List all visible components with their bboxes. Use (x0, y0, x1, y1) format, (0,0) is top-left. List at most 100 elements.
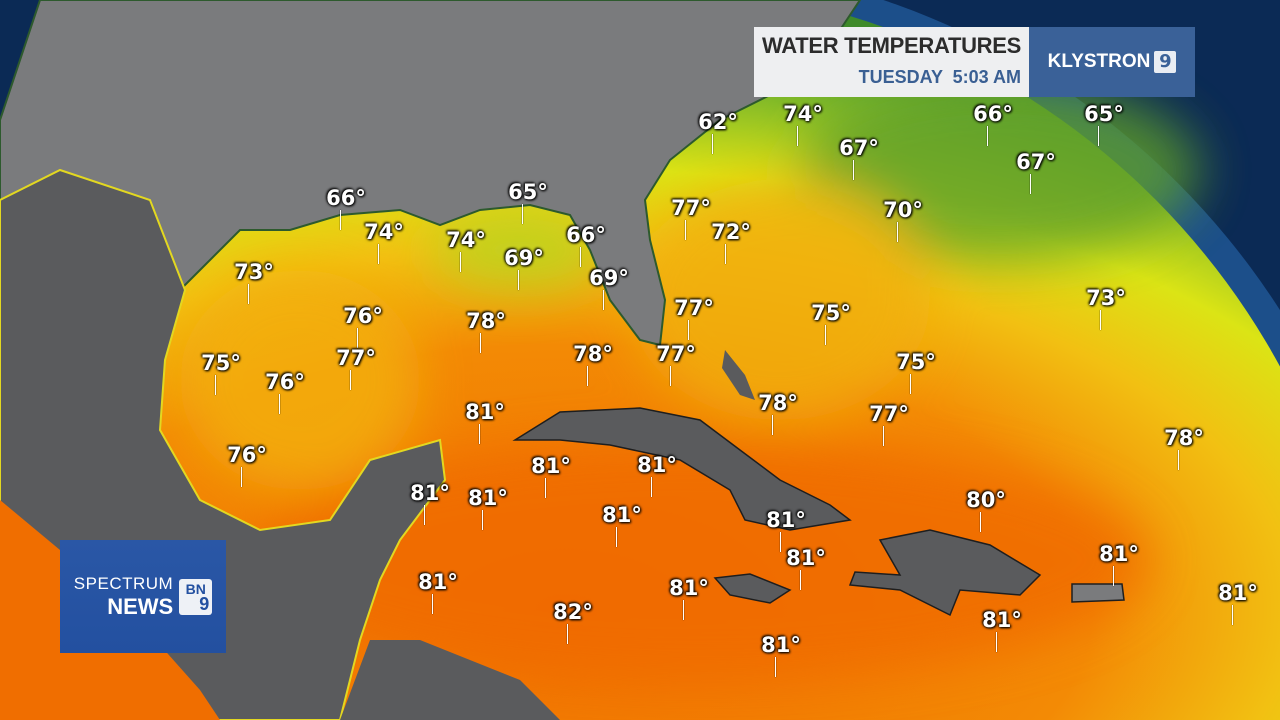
temperature-label: 74° (783, 102, 823, 126)
temperature-pin (522, 204, 523, 224)
temperature-pin (800, 570, 801, 590)
temperature-pin (685, 220, 686, 240)
temperature-pin (670, 366, 671, 386)
temperature-label: 67° (1016, 150, 1056, 174)
temperature-label: 75° (896, 350, 936, 374)
temperature-label: 72° (711, 220, 751, 244)
temperature-label: 74° (364, 220, 404, 244)
temperature-pin (279, 394, 280, 414)
klystron-logo: KLYSTRON 9 (1029, 27, 1196, 97)
temperature-label: 81° (766, 508, 806, 532)
temperature-pin (1098, 126, 1099, 146)
temperature-pin (479, 424, 480, 444)
temperature-pin (567, 624, 568, 644)
temperature-label: 81° (531, 454, 571, 478)
temperature-label: 81° (465, 400, 505, 424)
temperature-pin (825, 325, 826, 345)
temperature-label: 77° (674, 296, 714, 320)
temperature-label: 66° (566, 223, 606, 247)
temperature-pin (1030, 174, 1031, 194)
map-title: WATER TEMPERATURES (762, 33, 1022, 58)
temperature-label: 76° (265, 370, 305, 394)
temperature-label: 77° (671, 196, 711, 220)
temperature-pin (248, 284, 249, 304)
temperature-pin (910, 374, 911, 394)
temperature-pin (980, 512, 981, 532)
temperature-pin (580, 247, 581, 267)
temperature-label: 81° (1218, 581, 1258, 605)
temperature-pin (780, 532, 781, 552)
temperature-label: 81° (410, 481, 450, 505)
temperature-label: 76° (227, 443, 267, 467)
temperature-pin (241, 467, 242, 487)
title-banner: WATER TEMPERATURES TUESDAY 5:03 AM KLYST… (754, 27, 1196, 97)
temperature-label: 74° (446, 228, 486, 252)
temperature-label: 81° (786, 546, 826, 570)
temperature-pin (340, 210, 341, 230)
temperature-label: 77° (869, 402, 909, 426)
temperature-label: 77° (656, 342, 696, 366)
temperature-label: 69° (504, 246, 544, 270)
temperature-label: 81° (637, 453, 677, 477)
temperature-label: 78° (1164, 426, 1204, 450)
temperature-label: 78° (573, 342, 613, 366)
temperature-pin (683, 600, 684, 620)
temperature-label: 81° (761, 633, 801, 657)
temperature-label: 69° (589, 266, 629, 290)
temperature-pin (651, 477, 652, 497)
temperature-pin (853, 160, 854, 180)
temperature-pin (1113, 566, 1114, 586)
temperature-label: 78° (466, 309, 506, 333)
temperature-pin (603, 290, 604, 310)
temperature-pin (350, 370, 351, 390)
temperature-pin (480, 333, 481, 353)
temperature-label: 65° (1084, 102, 1124, 126)
temperature-label: 77° (336, 346, 376, 370)
temperature-pin (1232, 605, 1233, 625)
temperature-label: 75° (811, 301, 851, 325)
temperature-pin (996, 632, 997, 652)
title-panel: WATER TEMPERATURES TUESDAY 5:03 AM (754, 27, 1030, 97)
temperature-pin (357, 328, 358, 348)
temperature-label: 73° (1086, 286, 1126, 310)
temperature-label: 66° (326, 186, 366, 210)
spectrum-news-logo: SPECTRUM NEWS BN 9 (60, 540, 226, 653)
brand-number: 9 (1154, 51, 1177, 73)
temperature-label: 65° (508, 180, 548, 204)
temperature-label: 73° (234, 260, 274, 284)
logo-line1: SPECTRUM (73, 573, 174, 593)
brand-name: KLYSTRON (1047, 51, 1151, 72)
temperature-label: 81° (982, 608, 1022, 632)
temperature-pin (518, 270, 519, 290)
temperature-pin (883, 426, 884, 446)
temperature-pin (616, 527, 617, 547)
temperature-label: 75° (201, 351, 241, 375)
logo-line2: NEWS (107, 593, 174, 619)
temperature-pin (712, 134, 713, 154)
temperature-pin (378, 244, 379, 264)
temperature-pin (424, 505, 425, 525)
timestamp: TUESDAY 5:03 AM (858, 67, 1022, 87)
temperature-pin (1100, 310, 1101, 330)
badge-bottom: 9 (199, 593, 210, 614)
temperature-pin (987, 126, 988, 146)
temperature-pin (775, 657, 776, 677)
temperature-pin (725, 244, 726, 264)
temperature-label: 82° (553, 600, 593, 624)
temperature-pin (482, 510, 483, 530)
temperature-pin (688, 320, 689, 340)
temperature-pin (897, 222, 898, 242)
temperature-label: 81° (669, 576, 709, 600)
temperature-label: 81° (602, 503, 642, 527)
temperature-pin (772, 415, 773, 435)
temperature-label: 78° (758, 391, 798, 415)
temperature-pin (587, 366, 588, 386)
temperature-label: 62° (698, 110, 738, 134)
temperature-label: 80° (966, 488, 1006, 512)
temperature-label: 67° (839, 136, 879, 160)
temperature-pin (432, 594, 433, 614)
temperature-pin (545, 478, 546, 498)
temperature-label: 76° (343, 304, 383, 328)
temperature-label: 70° (883, 198, 923, 222)
